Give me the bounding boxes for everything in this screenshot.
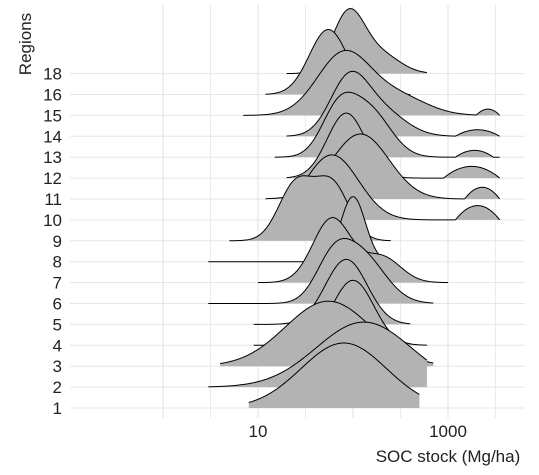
ridge-region-6 [208, 237, 434, 304]
y-tick-label: 12 [43, 169, 62, 188]
ridge-outline [208, 237, 434, 304]
y-tick-label: 2 [53, 378, 62, 397]
y-tick-label: 1 [53, 399, 62, 418]
x-tick-labels: 10 1000 [249, 422, 467, 441]
ridge-outline [248, 342, 420, 403]
x-axis-title: SOC stock (Mg/ha) [376, 447, 521, 466]
y-tick-label: 13 [43, 148, 62, 167]
x-tick-label: 1000 [429, 422, 467, 441]
y-tick-label: 15 [43, 106, 62, 125]
ridge-outline [208, 321, 428, 388]
y-tick-label: 9 [53, 232, 62, 251]
y-tick-label: 11 [44, 190, 62, 209]
x-tick-label: 10 [249, 422, 268, 441]
ridge-layer [208, 8, 501, 408]
y-tick-label: 18 [43, 65, 62, 84]
y-tick-label: 3 [53, 357, 62, 376]
ridge-fill [286, 8, 427, 74]
ridge-region-1 [248, 342, 420, 408]
ridge-fill [248, 343, 420, 408]
y-tick-label: 5 [53, 315, 62, 334]
ridge-outline [274, 91, 500, 158]
ridge-outline [286, 154, 501, 221]
y-tick-label: 4 [53, 336, 62, 355]
y-axis-title: Regions [16, 13, 35, 75]
ridge-fill [243, 50, 500, 116]
y-tick-label: 7 [53, 274, 62, 293]
ridge-outline [243, 49, 501, 116]
y-tick-label: 10 [43, 211, 62, 230]
y-tick-label: 16 [43, 86, 62, 105]
ridge-fill [208, 238, 434, 304]
ridge-outline [286, 70, 500, 137]
y-tick-label: 8 [53, 253, 62, 272]
y-tick-label: 14 [43, 127, 62, 146]
ridge-outline [208, 196, 391, 263]
y-tick-label: 6 [53, 295, 62, 314]
ridge-region-15 [243, 49, 501, 116]
ridge-outline [253, 258, 411, 325]
ridge-outline [257, 217, 449, 284]
